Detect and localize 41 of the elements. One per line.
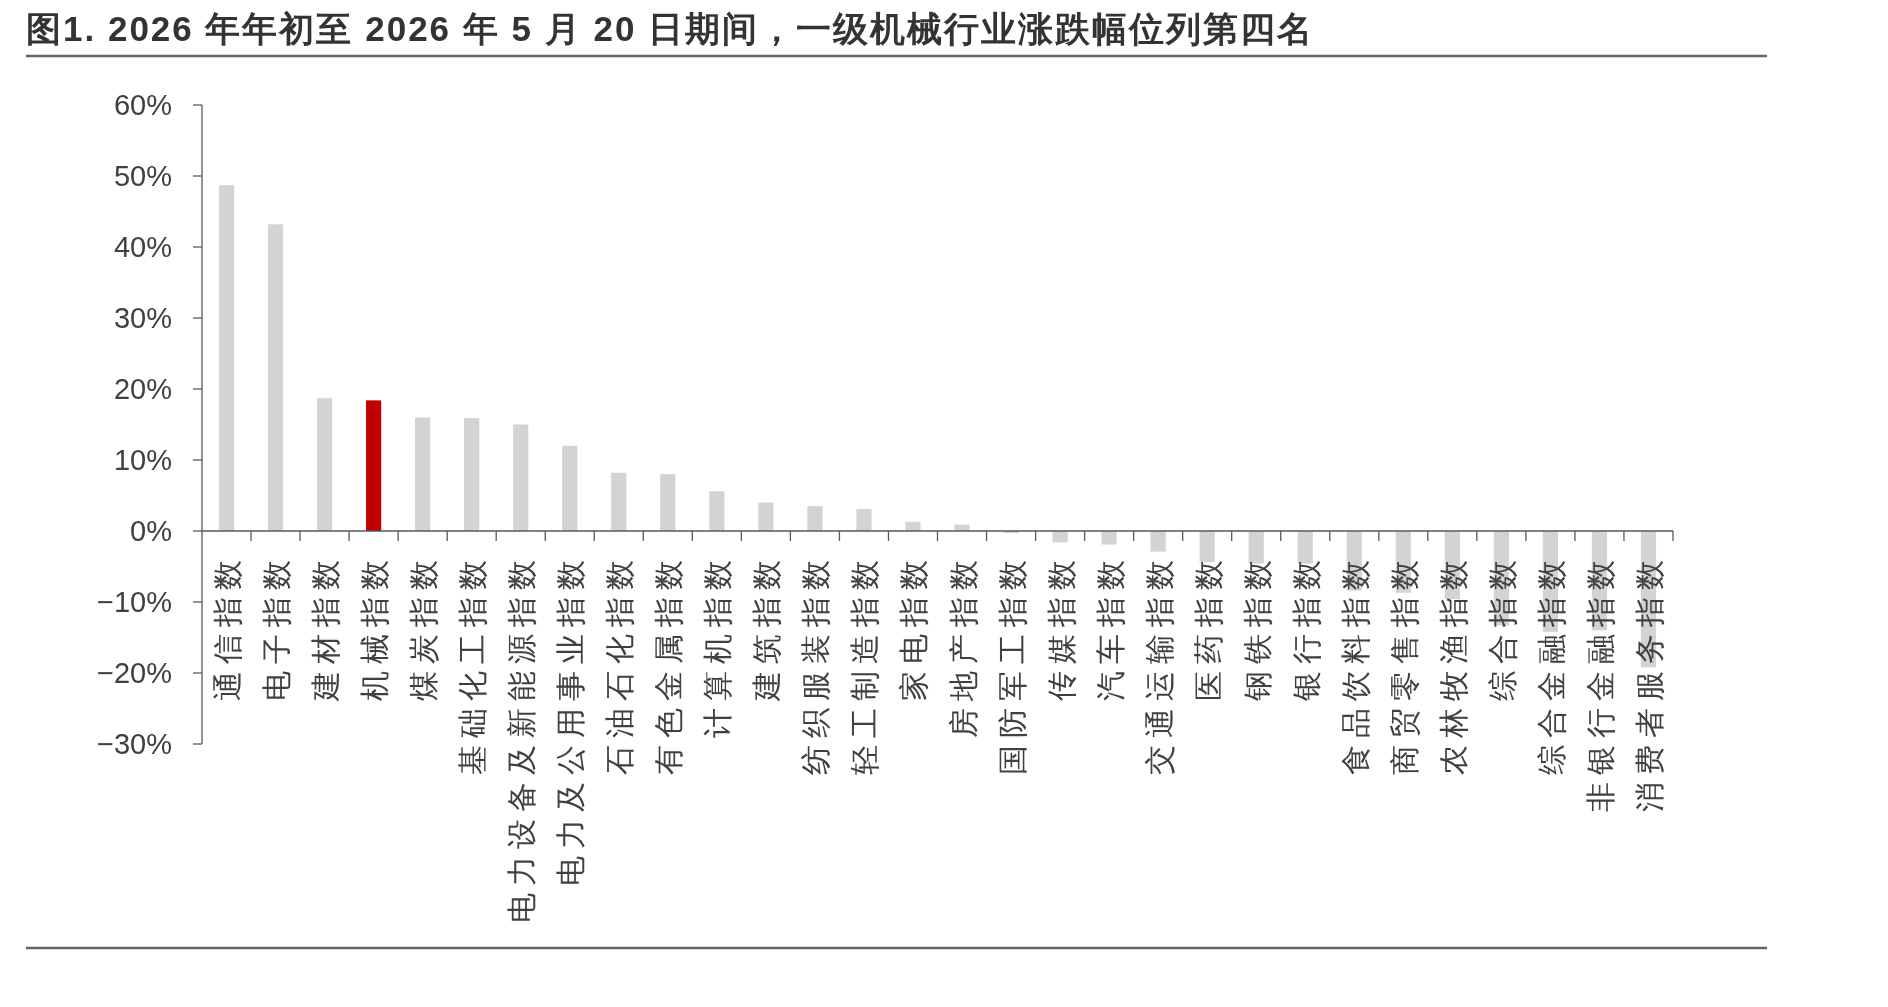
x-tick-label: 房地产指数 [945, 553, 981, 738]
x-tick-label: 传媒指数 [1043, 553, 1079, 701]
x-tick-label: 计算机指数 [700, 553, 736, 738]
x-tick-label: 煤炭指数 [406, 553, 442, 701]
x-tick-label: 基础化工指数 [455, 553, 491, 775]
x-tick-label: 电力及公用事业指数 [553, 553, 589, 886]
x-tick-label: 石油石化指数 [602, 553, 638, 775]
title: 图1. 2026 年年初至 2026 年 5 月 20 日期间，一级机械行业涨跌幅位列第四名 [26, 9, 1315, 48]
y-tick-label: 60% [113, 89, 172, 121]
x-tick-label: 建筑指数 [749, 553, 785, 702]
x-tick-label: 消费者服务指数 [1631, 553, 1667, 812]
x-tick-label: 银行指数 [1288, 553, 1324, 702]
y-tick-label: −20% [97, 657, 172, 689]
x-tick-label: 非银行金融指数 [1582, 553, 1618, 812]
x-tick-label: 交通运输指数 [1141, 553, 1177, 775]
y-tick-label: 40% [113, 231, 172, 263]
x-tick-label: 电力设备及新能源指数 [504, 553, 540, 923]
x-tick-label: 汽车指数 [1092, 553, 1128, 701]
x-tick-label: 国防军工指数 [994, 553, 1030, 775]
x-tick-label: 纺织服装指数 [798, 553, 834, 775]
x-tick-label: 有色金属指数 [651, 553, 687, 775]
x-tick-label: 医药指数 [1190, 553, 1226, 701]
y-tick-label: −10% [97, 586, 172, 618]
x-tick-label: 通信指数 [210, 553, 246, 701]
x-tick-label: 食品饮料指数 [1337, 553, 1373, 775]
y-tick-label: 50% [113, 160, 172, 192]
y-tick-label: 10% [113, 444, 172, 476]
x-tick-label: 综合指数 [1484, 553, 1520, 701]
y-tick-label: −30% [97, 728, 172, 760]
x-tick-label: 机械指数 [357, 553, 393, 701]
x-tick-label: 综合金融指数 [1533, 553, 1569, 775]
x-tick-label: 家电指数 [896, 553, 932, 701]
x-tick-label: 商贸零售指数 [1386, 553, 1422, 775]
x-tick-label: 钢铁指数 [1239, 553, 1275, 702]
x-tick-label: 轻工制造指数 [847, 553, 883, 775]
x-tick-label: 电子指数 [259, 553, 295, 701]
y-tick-label: 0% [130, 515, 172, 547]
x-tick-label: 农林牧渔指数 [1435, 553, 1471, 775]
x-tick-label: 建材指数 [308, 553, 344, 702]
y-tick-label: 20% [113, 373, 172, 405]
y-tick-label: 30% [113, 302, 172, 334]
